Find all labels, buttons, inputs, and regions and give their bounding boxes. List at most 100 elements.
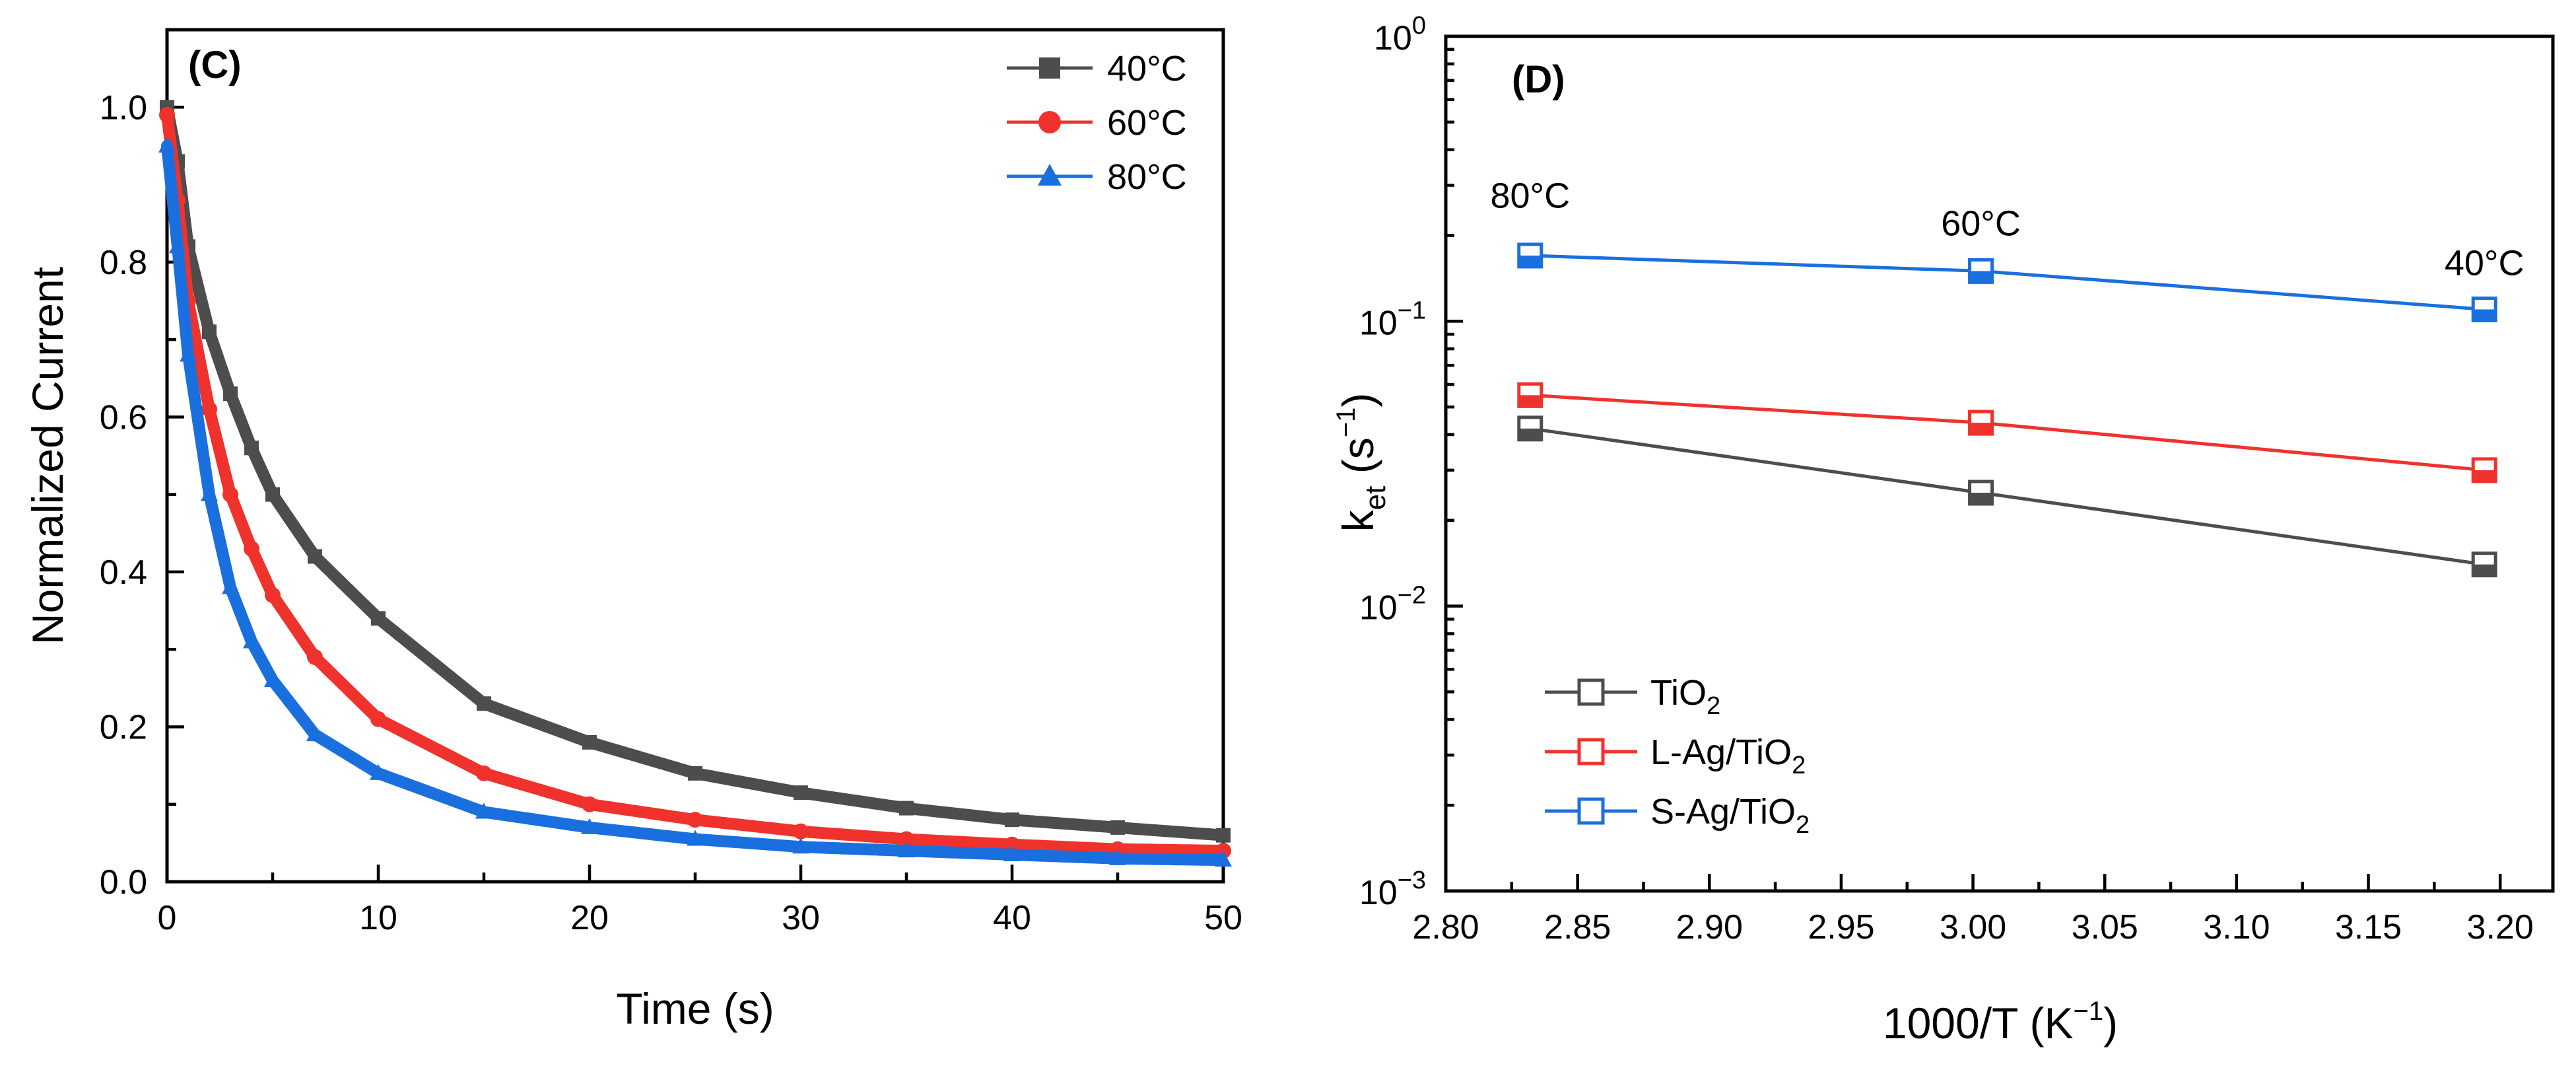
data-point: [307, 649, 323, 665]
temperature-annotation: 80°C: [1490, 176, 1570, 216]
y-tick-label: 100: [1374, 12, 1426, 57]
y-tick-exponent: −3: [1398, 867, 1426, 894]
data-point: [201, 401, 217, 417]
x-tick-label: 10: [359, 899, 397, 937]
panel-d-y-axis-title-main: k: [1334, 509, 1382, 532]
data-point: [265, 587, 281, 604]
panel-c-plot-frame: [165, 28, 1225, 884]
panel-d-series: [1517, 242, 2497, 578]
series-line: [1530, 254, 2485, 311]
series-60°C: [159, 107, 1231, 859]
legend-item: L-Ag/TiO2: [1545, 732, 1806, 779]
data-point: [201, 485, 218, 501]
legend-item: 80°C: [1007, 157, 1187, 197]
panel-d-y-axis-title-mid: (s: [1334, 437, 1382, 485]
marker-fill: [2473, 309, 2496, 321]
x-tick-label: 3.05: [2072, 908, 2138, 946]
data-point: [1215, 851, 1232, 867]
series-curve: [161, 139, 1227, 867]
legend-item: TiO2: [1545, 673, 1720, 720]
data-point: [1968, 480, 1994, 506]
x-tick-label: 2.95: [1808, 908, 1874, 946]
legend-label: TiO2: [1650, 673, 1720, 720]
data-point: [1517, 415, 1543, 442]
x-tick-label: 2.80: [1412, 908, 1479, 946]
data-point: [582, 734, 597, 750]
data-point: [243, 632, 260, 649]
data-point: [475, 802, 492, 819]
data-point: [477, 696, 491, 711]
x-tick-label: 50: [1204, 899, 1242, 937]
data-point: [1109, 849, 1126, 865]
data-point: [1003, 845, 1021, 861]
marker-fill: [1969, 271, 1992, 283]
legend-item: 40°C: [1007, 49, 1187, 89]
panel-d-x-axis-title-sup: −1: [2074, 997, 2104, 1026]
data-point: [794, 785, 808, 801]
data-point: [1110, 820, 1125, 835]
panel-c-chart: 0 10 20 30 40 50 0.0 0.2 0.4 0.6 0.8 1.0 (C) Time (…: [23, 28, 1242, 1033]
data-point: [688, 765, 702, 781]
data-point: [222, 486, 238, 503]
y-tick-label: 0.0: [100, 863, 147, 902]
legend-label: 40°C: [1107, 49, 1187, 89]
legend-item: S-Ag/TiO2: [1545, 792, 1810, 839]
y-tick-base: 10: [1359, 304, 1398, 342]
data-point: [223, 386, 238, 402]
legend-label: 80°C: [1107, 157, 1187, 197]
panel-d-ticks: 2.80 2.85 2.90 2.95 3.00 3.05 3.10 3.15 3.2010−3…: [1359, 12, 2534, 946]
panel-d-y-axis-title-tail: ): [1334, 393, 1382, 408]
y-tick-base: 10: [1359, 589, 1398, 627]
data-point: [264, 671, 281, 688]
data-point: [581, 818, 598, 834]
y-tick-label: 0.8: [100, 244, 147, 282]
legend-marker: [1577, 797, 1605, 825]
y-tick-base: 10: [1359, 874, 1398, 912]
x-tick-label: 20: [570, 899, 609, 937]
data-point: [1005, 812, 1019, 828]
panel-d-chart: 2.80 2.85 2.90 2.95 3.00 3.05 3.10 3.15 3.2010−3…: [1332, 12, 2555, 1048]
legend-marker: [1577, 738, 1605, 765]
x-tick-label: 3.10: [2203, 908, 2270, 946]
data-point: [476, 765, 492, 781]
panel-d-y-axis-title: ket (s−1): [1332, 393, 1392, 532]
data-point: [899, 801, 914, 816]
y-tick-base: 10: [1374, 19, 1412, 57]
legend-marker: [1038, 111, 1061, 133]
data-point: [1216, 828, 1231, 843]
data-point: [370, 764, 387, 780]
y-tick-label: 0.2: [100, 708, 147, 746]
data-point: [265, 487, 280, 502]
series-L-Ag/TiO2: [1517, 382, 2497, 483]
panel-d-x-axis-title-main: 1000/T (K: [1883, 999, 2074, 1048]
y-tick-label: 0.4: [100, 553, 147, 592]
series-80°C: [158, 136, 1232, 867]
legend-label-sub: 2: [1796, 811, 1810, 839]
legend-marker: [1039, 57, 1060, 79]
y-tick-exponent: −2: [1398, 582, 1426, 610]
panel-c-legend: 40°C 60°C 80°C: [1007, 49, 1187, 197]
data-point: [202, 324, 217, 339]
panel-c-ticks: 0 10 20 30 40 50 0.0 0.2 0.4 0.6 0.8 1.0: [100, 89, 1242, 937]
temperature-annotation: 40°C: [2445, 244, 2525, 283]
data-point: [2471, 552, 2497, 578]
marker-fill: [1969, 493, 1992, 505]
data-point: [793, 823, 809, 839]
panel-d-annotations: 80°C 60°C 40°C: [1490, 176, 2524, 283]
x-tick-label: 2.85: [1544, 908, 1611, 946]
data-point: [1968, 409, 1994, 436]
panel-d-y-axis-title-sup: −1: [1332, 408, 1361, 438]
data-point: [687, 812, 703, 828]
series-line: [1530, 393, 2485, 472]
legend-marker: [1038, 164, 1062, 186]
x-tick-label: 2.90: [1676, 908, 1743, 946]
y-tick-label: 10−1: [1359, 297, 1426, 342]
data-point: [371, 611, 386, 626]
data-point: [222, 578, 239, 594]
legend-label-sub: 2: [1792, 752, 1806, 779]
y-tick-exponent: −1: [1398, 297, 1426, 324]
marker-fill: [1518, 255, 1542, 267]
y-tick-label: 0.6: [100, 398, 147, 437]
series-TiO2: [1517, 415, 2497, 578]
